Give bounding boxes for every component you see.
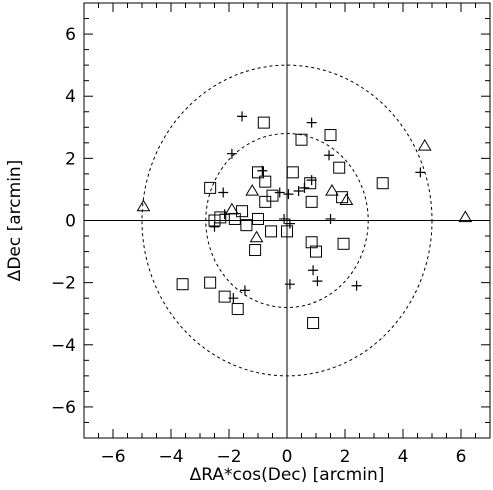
y-axis-label: ΔDec [arcmin] — [5, 160, 25, 282]
plus-point — [218, 187, 229, 198]
square-point — [307, 317, 320, 330]
x-tick-label: 4 — [398, 447, 409, 467]
plus-point — [351, 280, 362, 291]
plus-point — [306, 117, 317, 128]
y-tick-label: 4 — [65, 87, 76, 107]
reference-lines — [84, 3, 490, 438]
plus-point — [325, 213, 336, 224]
plus-point — [219, 209, 230, 220]
square-point — [252, 212, 264, 225]
y-tick-label: −4 — [51, 336, 76, 356]
y-tick-label: −6 — [51, 398, 76, 418]
x-axis-label: ΔRA*cos(Dec) [arcmin] — [190, 465, 385, 485]
data-points — [136, 111, 473, 330]
x-tick-label: 0 — [282, 447, 293, 467]
square-point — [337, 237, 350, 250]
x-tick-label: 2 — [340, 447, 351, 467]
y-tick-label: 6 — [65, 25, 76, 45]
plus-point — [274, 187, 285, 198]
square-point — [266, 189, 279, 202]
plus-point — [226, 148, 237, 159]
plus-point — [324, 150, 335, 161]
square-point — [286, 166, 299, 179]
plus-point — [239, 285, 250, 296]
triangle-point — [249, 230, 264, 243]
triangle-point — [136, 199, 151, 212]
square-point — [252, 166, 264, 179]
square-point — [333, 161, 346, 174]
x-tick-label: −2 — [216, 447, 241, 467]
plus-point — [283, 189, 294, 200]
square-point — [257, 116, 270, 129]
triangle-point — [325, 183, 339, 196]
x-tick-label: −4 — [158, 447, 183, 467]
square-point — [236, 205, 249, 218]
square-point — [231, 303, 244, 316]
y-tick-label: 2 — [65, 149, 76, 169]
plus-point — [306, 175, 317, 186]
square-point — [324, 129, 337, 142]
square-point — [249, 244, 262, 257]
plus-point — [257, 165, 268, 176]
x-tick-label: 6 — [456, 447, 467, 467]
triangle-point — [417, 138, 432, 151]
triangle-point — [339, 193, 354, 206]
square-point — [310, 245, 322, 258]
square-point — [218, 290, 231, 303]
triangle-point — [245, 183, 260, 196]
y-tick-labels: −6 −4 −2 0 2 4 6 — [51, 25, 76, 418]
x-tick-label: −6 — [100, 447, 125, 467]
axis-ticks — [83, 2, 491, 439]
square-point — [240, 219, 253, 232]
square-point — [259, 195, 272, 208]
plus-point — [284, 218, 295, 229]
plus-point — [293, 185, 304, 196]
square-point — [204, 276, 217, 289]
square-point — [228, 212, 241, 225]
plus-point — [284, 279, 295, 290]
square-point — [304, 177, 317, 190]
triangle-point — [225, 202, 239, 215]
square-point — [305, 195, 318, 208]
square-point — [376, 177, 389, 190]
square-point — [204, 181, 217, 194]
square-point — [281, 225, 293, 238]
plus-point — [279, 213, 290, 224]
square-point — [176, 278, 189, 291]
square-point — [259, 175, 272, 188]
plus-point — [308, 265, 319, 276]
plus-point — [209, 221, 220, 232]
square-point — [305, 236, 318, 249]
triangle-point — [458, 210, 473, 223]
plus-point — [415, 167, 426, 178]
square-point — [265, 225, 278, 238]
y-tick-label: 0 — [65, 212, 76, 232]
plus-point — [237, 111, 248, 122]
plus-point — [312, 276, 323, 287]
plus-point — [228, 293, 239, 304]
x-tick-labels: −6 −4 −2 0 2 4 6 — [100, 447, 466, 467]
square-point — [295, 133, 308, 146]
plus-point — [299, 182, 310, 193]
y-tick-label: −2 — [51, 274, 76, 294]
